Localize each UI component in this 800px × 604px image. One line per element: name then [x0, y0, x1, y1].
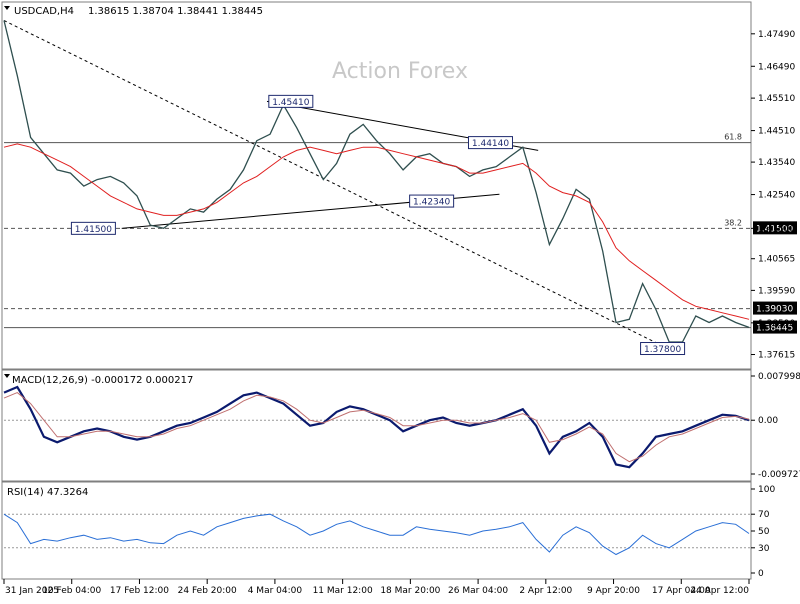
price-tick-label: 1.47490	[758, 30, 795, 40]
price-tick-label: 1.41500	[758, 224, 795, 234]
price-tick-label: 1.39590	[758, 286, 795, 296]
axis-layer: 1.47490 1.46490 1.45510 1.44510 1.43540 1.425…	[3, 30, 800, 596]
moving-average-line	[3, 143, 750, 320]
x-tick-label: 17 Feb 12:00	[110, 586, 169, 596]
macd-signal-line	[3, 392, 750, 463]
price-marker-label: 1.39030	[756, 305, 793, 315]
rsi-tick-label: 50	[758, 527, 770, 537]
price-series-line	[3, 20, 750, 343]
macd-title: MACD(12,26,9) -0.000172 0.000217	[12, 375, 193, 386]
price-annotation-box	[70, 221, 116, 235]
price-marker-bg	[753, 221, 797, 235]
price-tick-label: 1.42540	[758, 191, 795, 201]
price-annotation-label: 1.41500	[75, 225, 112, 235]
x-tick-label: 9 Apr 20:00	[587, 586, 640, 596]
macd-line	[3, 385, 750, 469]
macd-tick-label: -0.009727	[758, 470, 800, 480]
price-annotation-box	[409, 194, 455, 208]
price-marker-bg	[753, 301, 797, 315]
fib-level-label: 38.2	[724, 218, 742, 227]
price-tick-label: 1.45510	[758, 94, 795, 104]
price-tick-label: 1.43540	[758, 158, 795, 168]
watermark: Action Forex	[332, 59, 468, 84]
chevron-down-icon[interactable]	[4, 374, 10, 378]
rsi-line	[3, 513, 750, 556]
x-tick-label: 24 Apr 12:00	[690, 586, 749, 596]
x-tick-label: 24 Feb 20:00	[178, 586, 237, 596]
macd-tick-label: 0.007998	[758, 372, 800, 382]
rsi-tick-label: 30	[758, 544, 770, 554]
series-layer	[3, 20, 750, 343]
price-marker-label: 1.38445	[756, 324, 793, 334]
ohlc-readout: 1.38615 1.38704 1.38441 1.38445	[88, 6, 263, 17]
levels-layer: 61.8 38.2 1.41500 1.39030 1.38445	[4, 133, 797, 334]
macd-panel	[1, 369, 752, 482]
macd-tick-label: 0.00	[758, 416, 778, 426]
price-marker-label: 1.41500	[756, 224, 793, 234]
price-tick-label: 1.40565	[758, 255, 795, 265]
price-annotation-box	[640, 342, 686, 356]
price-tick-label: 1.38590	[758, 319, 795, 329]
rsi-title: RSI(14) 47.3264	[7, 487, 88, 498]
rsi-tick-label: 0	[758, 569, 764, 579]
price-annotation-label: 1.42340	[413, 198, 450, 208]
rsi-layer	[3, 513, 751, 556]
macd-layer	[3, 385, 751, 469]
price-panel	[1, 1, 752, 370]
x-tick-label: 26 Mar 04:00	[448, 586, 508, 596]
price-tick-label: 1.37615	[758, 351, 795, 361]
x-tick-label: 18 Mar 20:00	[380, 586, 440, 596]
rsi-tick-label: 70	[758, 510, 770, 520]
price-annotation-label: 1.45410	[272, 98, 309, 108]
x-tick-label: 4 Mar 04:00	[248, 586, 303, 596]
price-tick-label: 1.44510	[758, 127, 795, 137]
symbol-label: USDCAD,H4	[14, 6, 74, 17]
rsi-tick-label: 100	[758, 485, 775, 495]
price-marker-bg	[753, 320, 797, 334]
price-annotation-box	[268, 94, 314, 108]
price-tick-label: 1.46490	[758, 62, 795, 72]
price-annotation-box	[467, 136, 513, 150]
x-tick-label: 2 Apr 12:00	[519, 586, 572, 596]
x-tick-label: 11 Mar 12:00	[313, 586, 373, 596]
annotations-layer: 1.45410 1.44140 1.42340 1.41500 1.37800	[70, 94, 686, 356]
x-tick-label: 10 Feb 04:00	[42, 586, 101, 596]
price-annotation-label: 1.37800	[644, 345, 681, 355]
x-tick-label: 31 Jan 2025	[5, 586, 59, 596]
chevron-down-icon[interactable]	[4, 6, 10, 10]
price-annotation-label: 1.44140	[472, 139, 509, 149]
fib-level-label: 61.8	[724, 133, 742, 142]
x-tick-label: 17 Apr 04:00	[652, 586, 711, 596]
